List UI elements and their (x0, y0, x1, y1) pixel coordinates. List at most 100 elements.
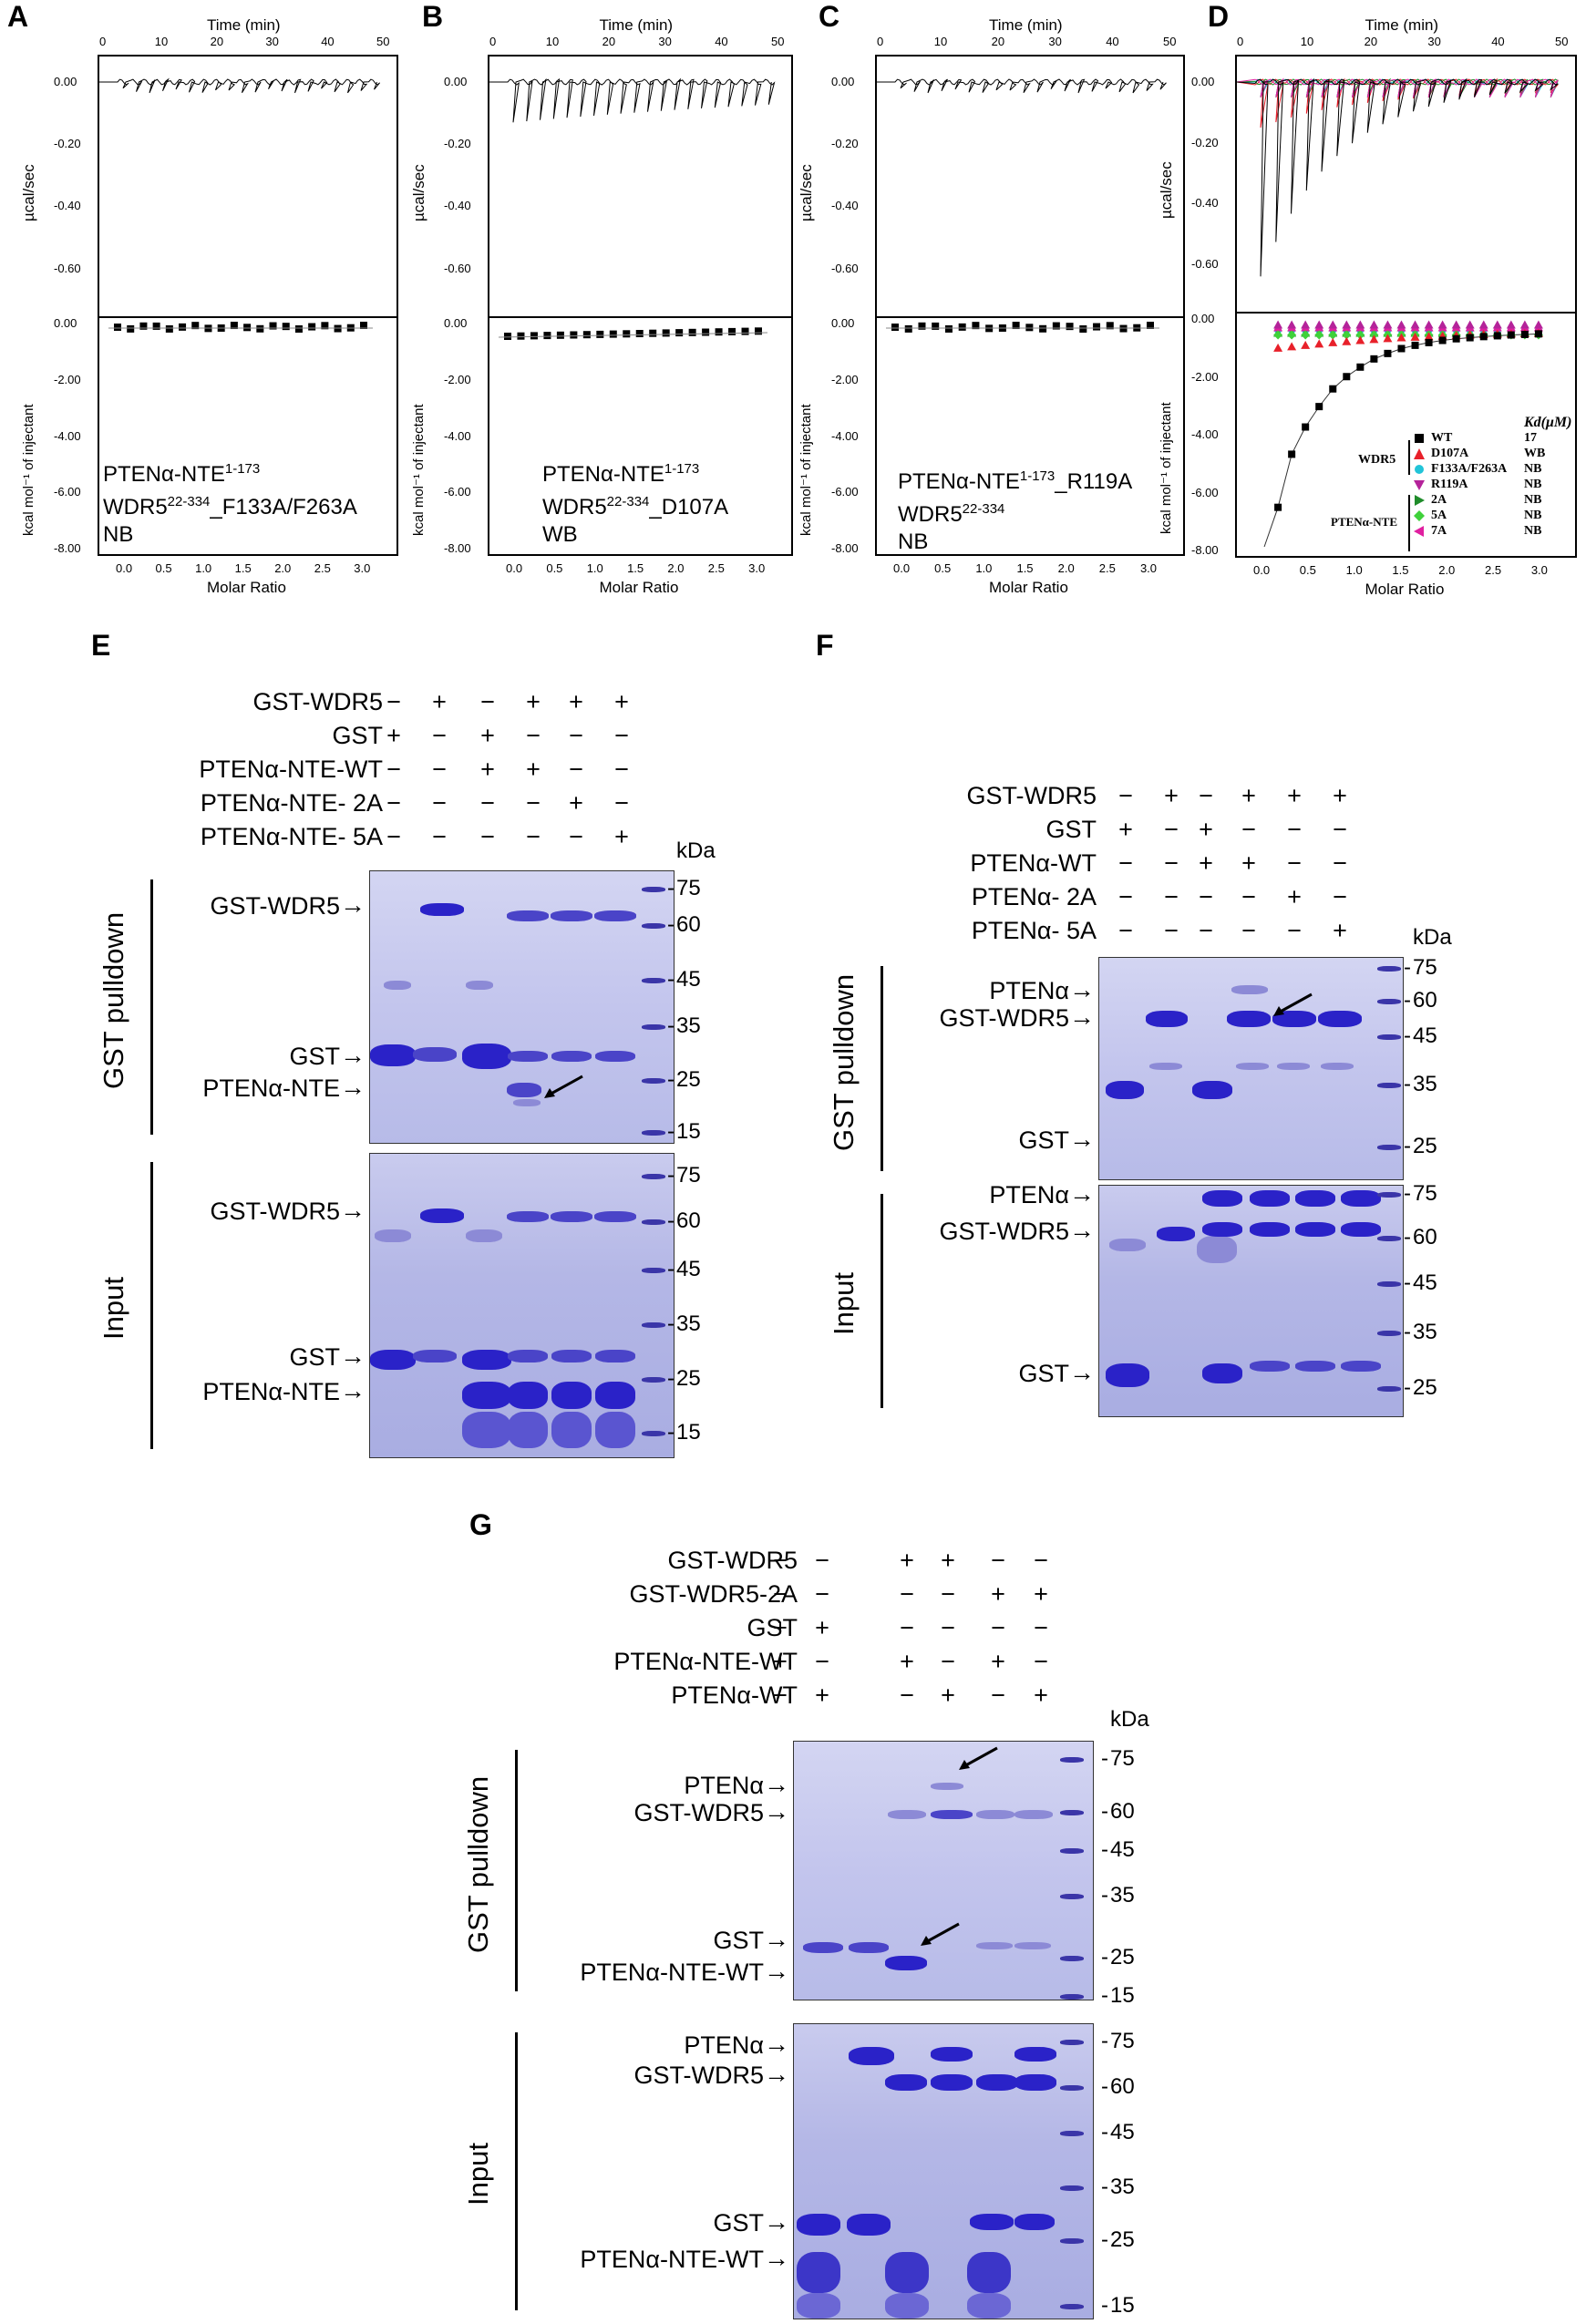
legend-d: Kd(μM) WDR5 PTENα-NTE WT 17 D107A WB F133A/F… (1322, 415, 1577, 560)
gele-band (508, 1412, 548, 1448)
gelf-sign: + (1287, 782, 1302, 809)
gele-mw-value: 60 (676, 1208, 701, 1233)
itc-d-molar-tick: 2.5 (1485, 563, 1502, 577)
itc-a-molar-tick: 2.5 (314, 561, 331, 575)
gelf-mw-tick: - (1404, 1023, 1411, 1048)
data-point (1493, 332, 1501, 340)
itc-b-time-tick: 40 (715, 35, 728, 48)
gele-marker-band (642, 1130, 665, 1136)
gelg-band (849, 2047, 894, 2065)
itc-b-ucal-tick: -0.20 (444, 137, 471, 151)
itc-d-molar-tick: 0.0 (1253, 563, 1271, 577)
gelg-marker-band (1060, 1994, 1084, 2000)
gele-band (551, 1211, 592, 1222)
data-point (1342, 320, 1352, 329)
data-point (114, 324, 121, 331)
gelf-band (1146, 1011, 1188, 1027)
itc-c-ucal-tick: -0.60 (831, 261, 859, 275)
legend-kd: NB (1524, 509, 1542, 522)
itc-d-ucal-tick: -0.60 (1191, 257, 1219, 271)
gelf-band (1231, 985, 1268, 994)
gele-sign: − (386, 823, 401, 850)
gelf-band (1250, 1190, 1290, 1207)
gele-marker-band (642, 1174, 665, 1179)
gelg-mw-tick: - (1101, 1983, 1108, 2008)
gele-band-label: GST (289, 1343, 340, 1371)
data-point (1479, 333, 1488, 341)
gelf-sign: + (1118, 816, 1133, 843)
data-point (1106, 322, 1114, 330)
gele-sign: − (480, 823, 495, 850)
data-point (715, 328, 723, 336)
itc-b-time-tick: 20 (602, 35, 616, 48)
gelg-band (797, 2252, 840, 2293)
gele-sign: + (526, 756, 541, 783)
itc-b-kcal-tick: -2.00 (444, 372, 471, 386)
gelf-arrow-icon: → (1069, 1125, 1095, 1153)
gelg-band (976, 1810, 1014, 1819)
gele-mw-value: 45 (676, 1257, 701, 1281)
gele-mw-value: 15 (676, 1119, 701, 1144)
gelf-mw-value: 45 (1413, 1270, 1437, 1295)
itc-c-molar-tick: 0.0 (893, 561, 911, 575)
gelf-band (1197, 1236, 1237, 1263)
gelg-mw-value: 25 (1110, 2227, 1135, 2252)
gele-row-label: GST (332, 722, 383, 749)
gele-kda-label: kDa (676, 838, 716, 863)
gelg-arrow-icon: → (764, 1925, 789, 1953)
itc-a-molar-title: Molar Ratio (207, 579, 286, 596)
gelg-mw-value: 35 (1110, 1883, 1135, 1908)
itc-c-line1: PTENα-NTE (898, 469, 1020, 494)
data-point (530, 332, 538, 340)
itc-c-plot (875, 55, 1185, 556)
gelg-band-label: GST (713, 1927, 764, 1954)
gelg-sign: − (815, 1547, 829, 1574)
gelg-sign: + (1034, 1580, 1048, 1608)
gelf-mw-tick: - (1404, 955, 1411, 980)
itc-b-molar-tick: 3.0 (748, 561, 766, 575)
gelf-sign: − (1118, 883, 1133, 910)
itc-a-molar-tick: 0.5 (155, 561, 172, 575)
legend-row-5a: 5A NB (1413, 509, 1577, 523)
gelg-marker-band (1060, 1810, 1084, 1815)
itc-c-ucal-tick: 0.00 (831, 75, 855, 88)
data-point (1370, 355, 1378, 363)
data-point (1328, 320, 1338, 329)
itc-c-molar-tick: 2.5 (1098, 561, 1116, 575)
gelg-gel-input (793, 2023, 1094, 2319)
data-point (1012, 322, 1020, 330)
data-point (1342, 330, 1352, 340)
gelg-mw-tick: - (1101, 1883, 1108, 1908)
legend-kd: 17 (1524, 431, 1537, 445)
legend-d-group-wdr5: WDR5 (1358, 453, 1396, 467)
gele-mw-value: 25 (676, 1067, 701, 1092)
gele-row-label: PTENα-NTE- 5A (200, 823, 383, 850)
gelg-arrow-icon: → (764, 1957, 789, 1985)
legend-marker-triangle-up (1414, 448, 1425, 459)
gele-mw-tick: - (667, 967, 675, 992)
gelg-mw-tick: - (1101, 2074, 1108, 2099)
gelf-band (1341, 1190, 1381, 1207)
itc-a-molar-tick: 2.0 (274, 561, 292, 575)
gele-sign: − (480, 688, 495, 715)
gelf-arrow-icon: → (1069, 975, 1095, 1003)
gele-band (551, 1350, 592, 1363)
legend-name: WT (1431, 431, 1453, 445)
gele-marker-band (642, 923, 665, 929)
gelg-band (797, 2214, 840, 2236)
legend-marker-circle (1415, 465, 1424, 474)
gele-sign: − (526, 789, 541, 817)
gele-band (462, 1350, 511, 1370)
gelf-sign: − (1287, 816, 1302, 843)
itc-d-time-title: Time (min) (1365, 16, 1439, 34)
gelf-sign: + (1199, 816, 1213, 843)
itc-d-isotherm (1263, 320, 1543, 548)
itc-b-time-tick: 10 (545, 35, 560, 48)
gelf-band (1341, 1222, 1381, 1237)
itc-b-molar-tick: 2.5 (707, 561, 725, 575)
data-point (1356, 363, 1365, 371)
gelg-sign: + (773, 1648, 788, 1675)
gelf-marker-band (1377, 1192, 1401, 1198)
legend-kd: NB (1524, 462, 1542, 476)
gele-section-line (150, 879, 153, 1135)
